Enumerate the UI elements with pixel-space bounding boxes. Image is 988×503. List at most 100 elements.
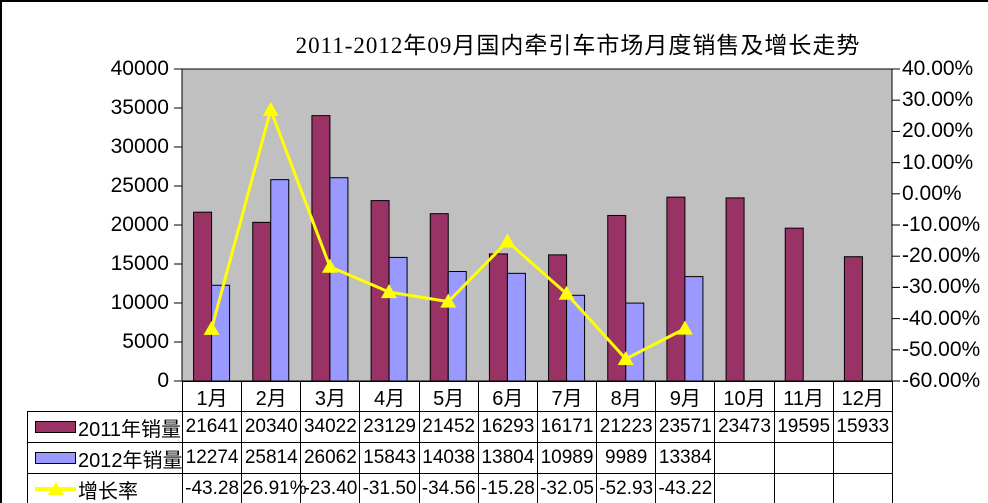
bar-2012 <box>329 177 349 382</box>
table-value-cell: 19595 <box>773 411 834 443</box>
table-value-cell: -23.40 <box>300 473 361 503</box>
table-value-cell: -32.05 <box>536 473 598 503</box>
bar-2011 <box>725 197 745 382</box>
table-value-cell: 21641 <box>181 411 243 443</box>
table-value-cell: -43.28 <box>181 473 243 503</box>
month-header-cell: 9月 <box>655 381 716 412</box>
table-value-cell: 10989 <box>536 442 598 474</box>
bar-2011 <box>429 213 449 382</box>
table-value-cell: 20340 <box>241 411 302 443</box>
y-axis-label-right: 0.00% <box>902 181 962 205</box>
table-value-cell: -34.56 <box>418 473 479 503</box>
table-value-cell: 34022 <box>300 411 361 443</box>
table-value-cell: 15933 <box>832 411 893 443</box>
table-value-cell: -43.22 <box>655 473 716 503</box>
table-value-cell: 14038 <box>418 442 479 474</box>
bar-2011 <box>548 254 568 382</box>
growth-marker-icon <box>381 284 398 299</box>
growth-marker-icon <box>558 285 575 300</box>
growth-marker-icon <box>440 293 457 308</box>
table-row: 增长率 -43.28 26.91% -23.40 -31.50 -34.56 -15.28-… <box>27 473 893 503</box>
month-header-cell: 6月 <box>477 381 538 412</box>
legend-cell: 2012年销量 <box>27 442 183 474</box>
table-value-cell <box>832 442 893 474</box>
table-value-cell: 26062 <box>300 442 361 474</box>
table-value-cell: -15.28 <box>477 473 538 503</box>
month-header-cell: 4月 <box>359 381 420 412</box>
growth-marker-icon <box>321 258 338 273</box>
y-axis-label-right: -40.00% <box>902 306 981 330</box>
legend-swatch-2012-icon <box>35 452 76 464</box>
bar-2012 <box>625 302 645 382</box>
y-axis-label-left: 10000 <box>110 291 169 314</box>
table-value-cell: -52.93 <box>596 473 657 503</box>
table-value-cell: 9989 <box>596 442 657 474</box>
legend-cell: 增长率 <box>27 473 183 503</box>
growth-marker-icon <box>203 320 220 335</box>
legend-triangle-icon <box>48 482 64 495</box>
table-row: 2011年销量 21641 20340 34022 23129 21452 16293 161… <box>27 411 893 443</box>
chart-title: 2011-2012年09月国内牵引车市场月度销售及增长走势 <box>295 33 861 58</box>
growth-marker-icon <box>617 350 634 365</box>
month-header-cell: 5月 <box>418 381 479 412</box>
y-axis-label-left: 40000 <box>110 57 169 80</box>
table-value-cell: 21223 <box>596 411 657 443</box>
table-corner-cell <box>28 382 183 412</box>
y-axis-label-left: 35000 <box>110 96 169 119</box>
table-value-cell <box>773 442 834 474</box>
y-axis-label-right: 10.00% <box>902 150 974 174</box>
y-axis-label-right: -20.00% <box>902 244 981 268</box>
legend-cell: 2011年销量 <box>27 411 183 443</box>
bar-2012 <box>506 272 526 382</box>
y-axis-label-left: 25000 <box>110 174 169 197</box>
table-value-cell: -31.50 <box>359 473 420 503</box>
table-value-cell <box>773 473 834 503</box>
growth-marker-icon <box>676 320 693 335</box>
table-value-cell: 21452 <box>418 411 479 443</box>
y-axis-label-left: 0 <box>157 369 169 392</box>
y-axis-label-right: -30.00% <box>902 275 981 299</box>
growth-marker-icon <box>262 101 279 116</box>
month-header-cell: 12月 <box>832 381 893 412</box>
legend-label: 2012年销量 <box>78 449 183 472</box>
month-header-cell: 2月 <box>241 381 302 412</box>
month-header-row: 1月 2月 3月 4月 5月 6月 7月 8月 9月 10月 11月 12月 <box>28 381 893 412</box>
table-value-cell: 13804 <box>477 442 538 474</box>
y-axis-label-right: 20.00% <box>902 119 974 143</box>
bar-2012 <box>566 294 586 382</box>
y-axis-label-right: -10.00% <box>902 213 981 236</box>
bar-2011 <box>488 253 508 382</box>
y-axis-label-left: 5000 <box>122 330 169 353</box>
legend-key: 增长率 <box>28 475 182 503</box>
bar-2012 <box>388 256 408 382</box>
table-value-cell: 26.91% <box>241 473 307 503</box>
y-axis-label-right: -50.00% <box>902 337 981 361</box>
legend-key: 2011年销量 <box>28 413 182 442</box>
table-value-cell <box>714 473 775 503</box>
y-axis-label-left: 15000 <box>110 252 169 275</box>
y-axis-label-right: 40.00% <box>902 57 974 80</box>
month-header-cell: 1月 <box>181 381 243 412</box>
table-value-cell: 12274 <box>181 442 243 474</box>
plot-area <box>181 68 893 382</box>
legend-label: 增长率 <box>78 480 138 503</box>
table-value-cell <box>832 473 893 503</box>
y-axis-label-left: 30000 <box>110 135 169 158</box>
data-table: 1月 2月 3月 4月 5月 6月 7月 8月 9月 10月 11月 12月 2011年销量 21641 2… <box>27 381 893 503</box>
table-row: 2012年销量 12274 25814 26062 15843 14038 13804 109… <box>27 442 893 474</box>
table-value-cell: 23571 <box>655 411 716 443</box>
table-value-cell: 23473 <box>714 411 775 443</box>
month-header-cell: 10月 <box>714 381 775 412</box>
y-axis-label-right: -60.00% <box>902 369 981 392</box>
legend-label: 2011年销量 <box>78 418 182 441</box>
y-axis-label-left: 20000 <box>110 213 169 236</box>
bar-2011 <box>843 256 863 382</box>
legend-swatch-2011-icon <box>35 421 76 433</box>
bar-2011 <box>784 227 804 382</box>
legend-line-marker-icon <box>35 482 76 496</box>
legend-key: 2012年销量 <box>28 444 183 473</box>
y-axis-label-right: 30.00% <box>902 88 974 112</box>
table-value-cell <box>714 442 775 474</box>
